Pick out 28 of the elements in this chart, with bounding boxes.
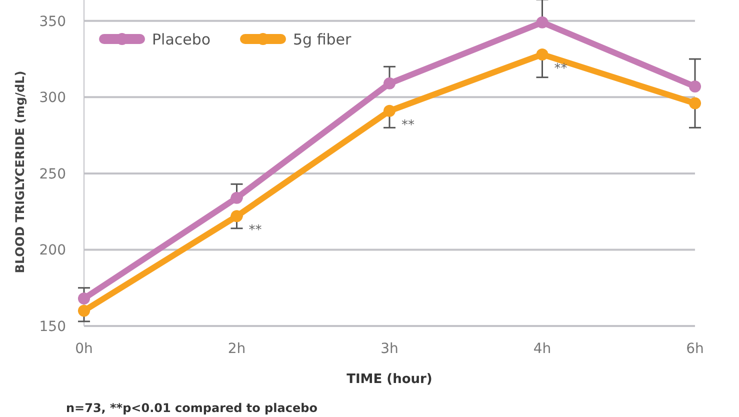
annotation: ** — [554, 61, 568, 76]
point — [78, 292, 90, 305]
point — [689, 97, 701, 110]
point — [536, 16, 548, 28]
x-axis-title: TIME (hour) — [346, 372, 432, 387]
y-axis-title: BLOOD TRIGLYCERIDE (mg/dL) — [13, 70, 27, 274]
x-tick-label: 0h — [75, 341, 93, 357]
point — [230, 192, 243, 204]
point — [78, 304, 90, 317]
legend-label: Placebo — [152, 30, 211, 48]
x-tick-label: 2h — [228, 341, 246, 357]
y-tick-label: 200 — [39, 242, 66, 259]
point — [230, 210, 243, 222]
x-tick-label: 3h — [380, 341, 398, 357]
text: n=73, **p<0.01 compared to placebo — [66, 401, 318, 415]
point — [384, 104, 396, 117]
annotation: ** — [402, 118, 415, 133]
x-tick-label: 4h — [533, 341, 552, 357]
legend-label: 5g fiber — [293, 30, 352, 48]
x-tick-label: 6h — [686, 341, 704, 357]
annotation: ** — [248, 223, 262, 238]
point — [536, 48, 548, 60]
y-tick-label: 250 — [39, 166, 66, 182]
y-tick-label: 150 — [39, 318, 66, 335]
y-tick-label: 350 — [39, 14, 66, 30]
y-tick-label: 300 — [39, 90, 66, 106]
point — [689, 80, 701, 92]
point — [384, 77, 396, 90]
